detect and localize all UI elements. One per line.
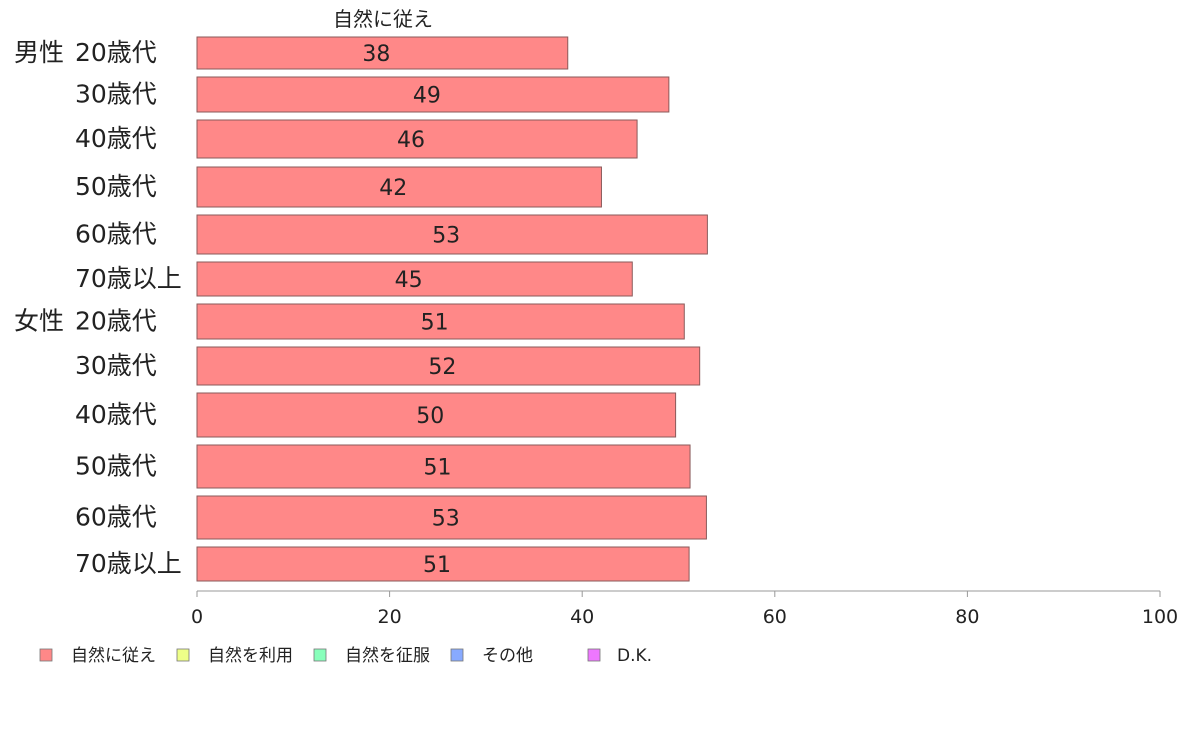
category-label: 70歳以上 [75, 264, 182, 293]
legend-swatch [176, 648, 190, 662]
x-tick-label: 20 [378, 606, 402, 628]
bar [196, 444, 691, 489]
category-label: 20歳代 [75, 307, 157, 336]
category-label: 50歳代 [75, 452, 157, 481]
bar-value-label: 38 [362, 42, 390, 67]
x-tick-label: 100 [1142, 606, 1178, 628]
category-label: 60歳代 [75, 503, 157, 532]
bar-value-label: 51 [424, 456, 452, 481]
bar [196, 546, 690, 582]
bar [196, 346, 701, 386]
bar [196, 495, 707, 540]
x-tick-label: 80 [955, 606, 979, 628]
legend-label: D.K. [617, 646, 652, 666]
bar-value-label: 50 [416, 404, 444, 429]
category-label: 70歳以上 [75, 549, 182, 578]
category-label: 30歳代 [75, 351, 157, 380]
category-group-label: 男性 [14, 38, 64, 67]
bar [196, 261, 633, 297]
x-tick-label: 60 [763, 606, 787, 628]
series-title: 自然に従え [333, 7, 433, 31]
x-tick-label: 40 [570, 606, 594, 628]
legend-swatch [450, 648, 464, 662]
bar-value-label: 46 [397, 128, 425, 153]
bar-value-label: 53 [432, 224, 460, 249]
category-labels: 20歳代男性30歳代40歳代50歳代60歳代70歳以上20歳代女性30歳代40歳… [14, 38, 182, 578]
bar-value-label: 51 [421, 311, 449, 336]
legend: 自然に従え 自然を利用 自然を征服 その他 D.K. [39, 646, 652, 666]
bar-value-label: 42 [379, 176, 407, 201]
legend-swatch [39, 648, 53, 662]
category-label: 40歳代 [75, 400, 157, 429]
category-group-label: 女性 [14, 307, 64, 336]
bar [196, 76, 670, 113]
bar [196, 392, 677, 438]
legend-label: その他 [482, 646, 533, 666]
bar [196, 303, 685, 340]
legend-swatch [587, 648, 601, 662]
legend-label: 自然に従え [71, 646, 156, 666]
bar-value-label: 45 [395, 268, 423, 293]
legend-swatch [313, 648, 327, 662]
category-label: 60歳代 [75, 220, 157, 249]
bar-value-label: 53 [432, 507, 460, 532]
category-label: 40歳代 [75, 124, 157, 153]
bar-value-label: 49 [413, 84, 441, 109]
category-label: 30歳代 [75, 80, 157, 109]
bar-value-label: 51 [423, 553, 451, 578]
category-label: 20歳代 [75, 38, 157, 67]
bar [196, 36, 569, 70]
bar [196, 214, 708, 255]
legend-label: 自然を征服 [345, 646, 430, 666]
bar-value-label: 52 [428, 355, 456, 380]
bars-group: 38 49 46 42 53 45 51 52 50 51 53 51 [196, 36, 708, 582]
category-label: 50歳代 [75, 172, 157, 201]
x-axis: 0 20 40 60 80 100 [191, 590, 1178, 628]
bar [196, 166, 602, 208]
legend-label: 自然を利用 [208, 646, 293, 666]
bar [196, 119, 638, 159]
x-tick-label: 0 [191, 606, 203, 628]
